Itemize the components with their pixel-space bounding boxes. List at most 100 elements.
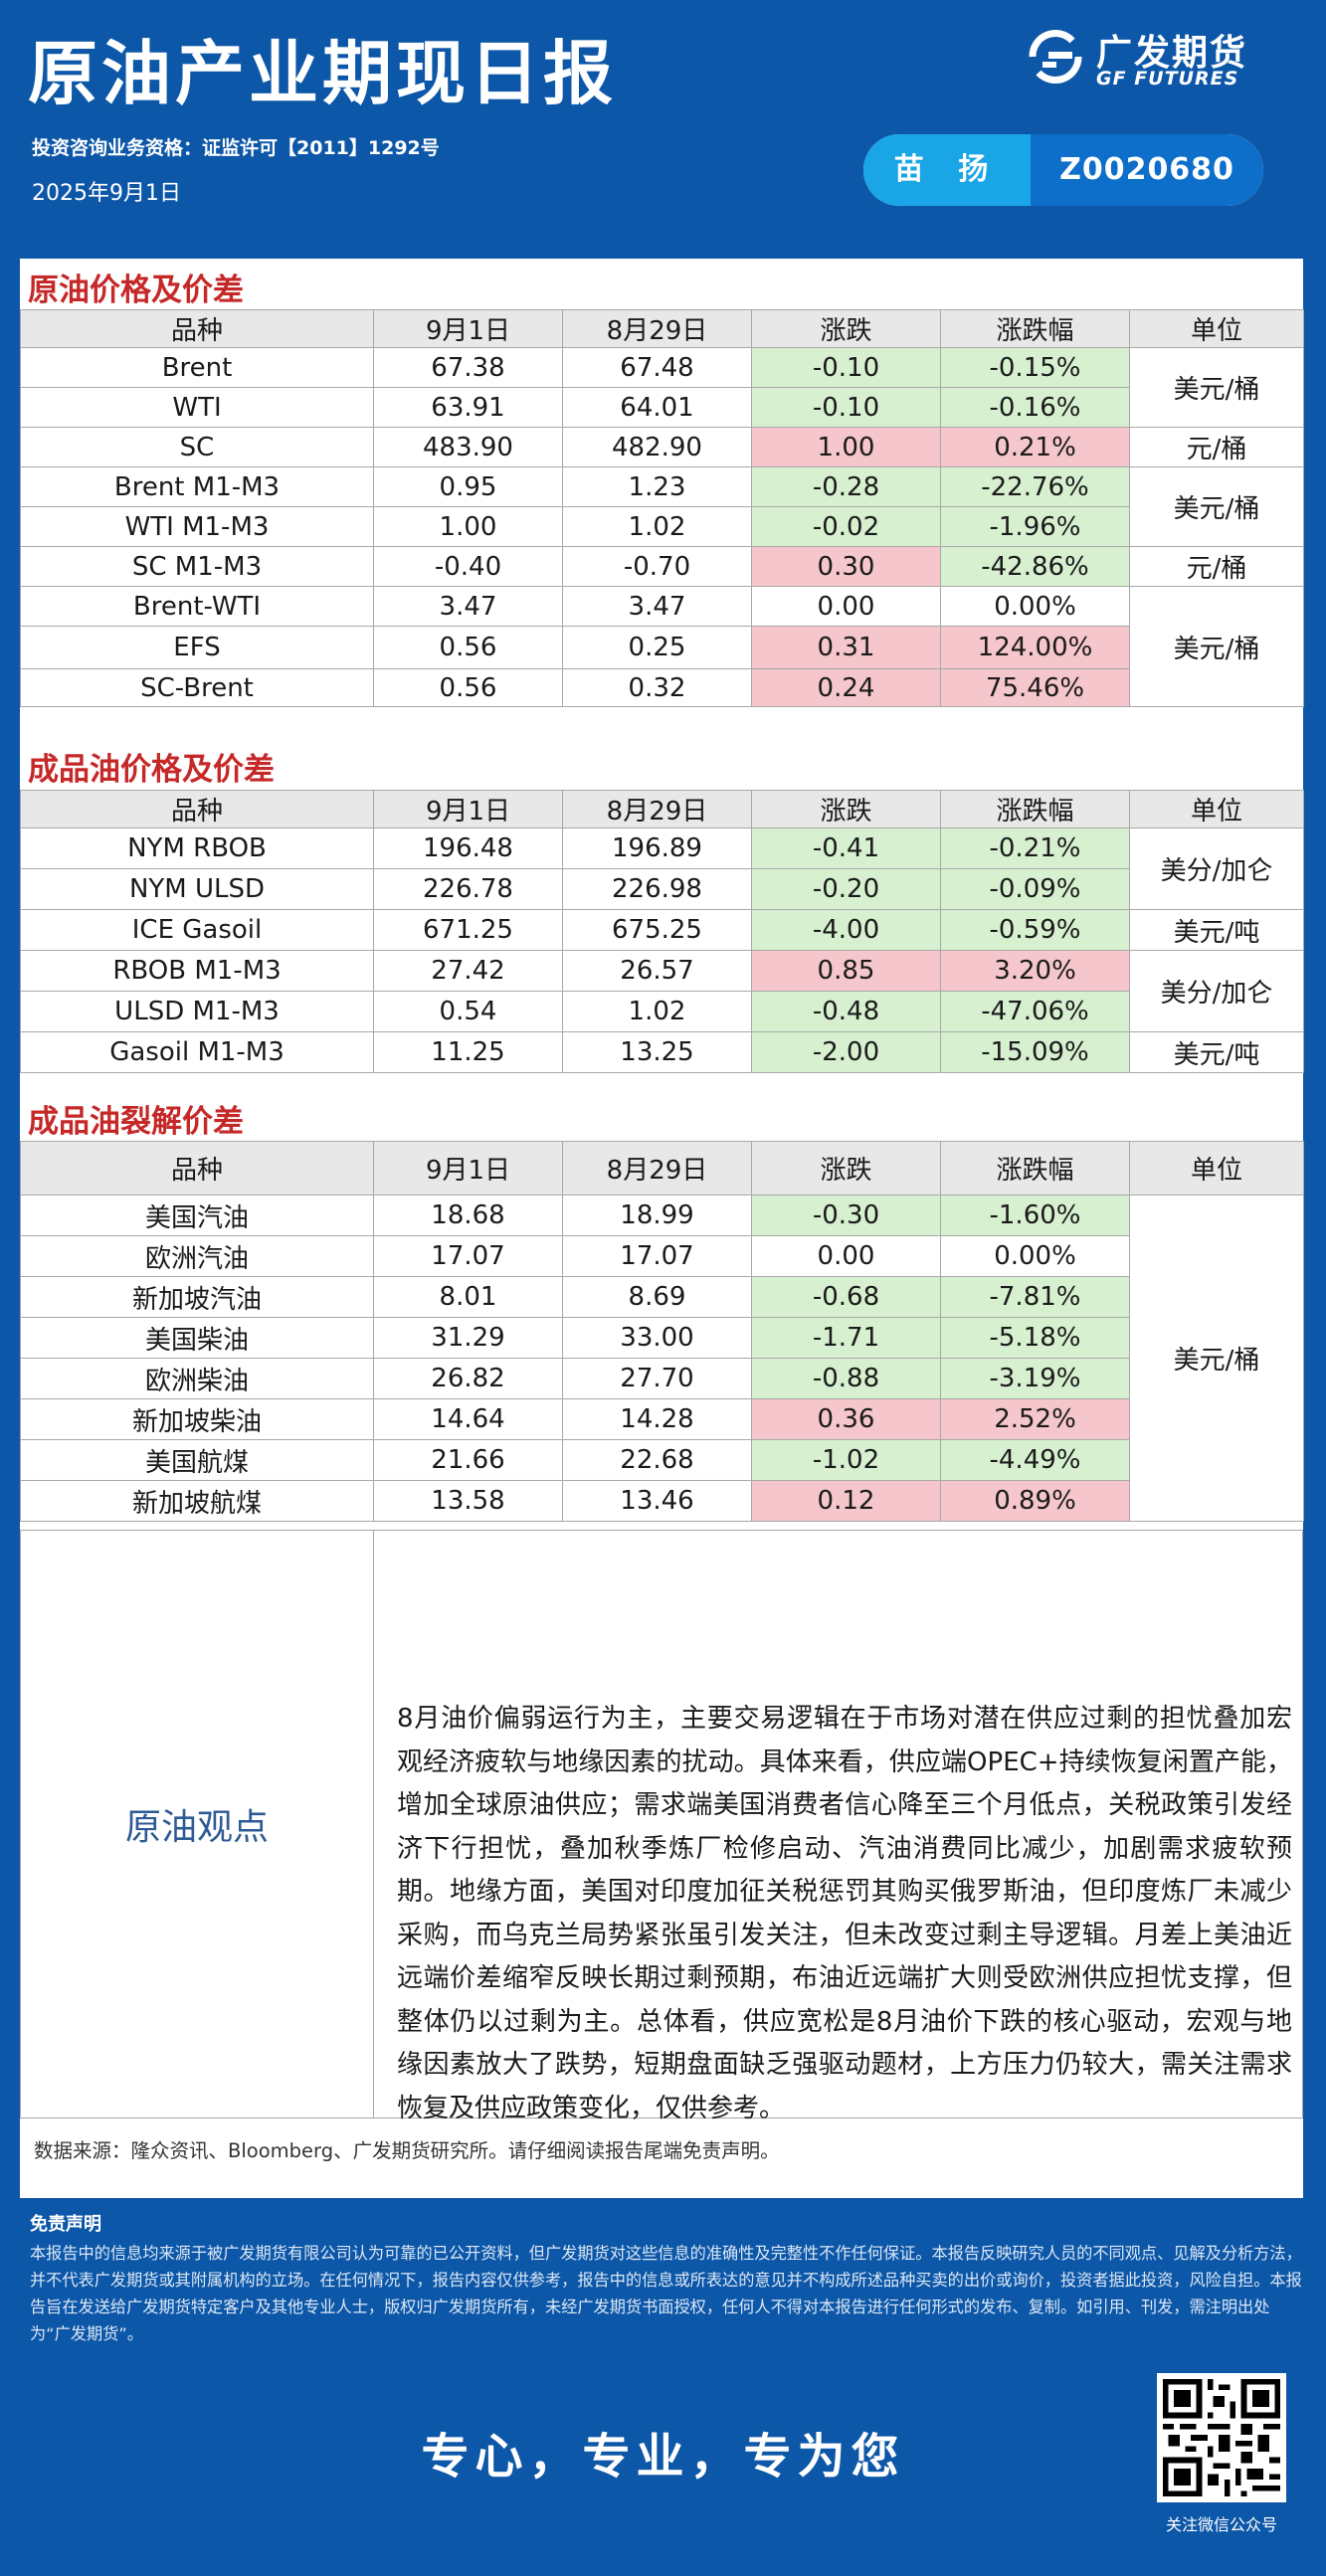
price-current-cell: 27.42 bbox=[373, 950, 563, 992]
analyst-badge: 苗 扬 Z0020680 bbox=[863, 134, 1263, 206]
price-current-cell: 17.07 bbox=[373, 1235, 563, 1277]
change-pct-cell: 0.21% bbox=[940, 427, 1130, 467]
change-pct-cell: -47.06% bbox=[940, 991, 1130, 1032]
price-previous-cell: 675.25 bbox=[562, 909, 752, 951]
table-row: 美国汽油 18.68 18.99 -0.30 -1.60% 美元/桶 bbox=[20, 1195, 1304, 1522]
column-header: 涨跌幅 bbox=[940, 790, 1130, 828]
change-cell: -0.02 bbox=[751, 506, 941, 547]
column-header: 涨跌 bbox=[751, 790, 941, 828]
crude-section-title: 原油价格及价差 bbox=[28, 273, 244, 308]
table-row: NYM RBOB 196.48 196.89 -0.41 -0.21% 美分/加仑 bbox=[20, 828, 1304, 910]
price-current-cell: 14.64 bbox=[373, 1398, 563, 1440]
qr-caption: 关注微信公众号 bbox=[1165, 2515, 1277, 2534]
change-pct-cell: -3.19% bbox=[940, 1358, 1130, 1399]
price-previous-cell: 17.07 bbox=[562, 1235, 752, 1277]
change-cell: 0.12 bbox=[751, 1480, 941, 1522]
table-row: RBOB M1-M3 27.42 26.57 0.85 3.20% 美分/加仑 bbox=[20, 950, 1304, 1032]
unit-cell: 元/桶 bbox=[1129, 427, 1304, 467]
price-current-cell: 11.25 bbox=[373, 1031, 563, 1073]
table-row: 新加坡航煤 13.58 13.46 0.12 0.89% bbox=[20, 1480, 1304, 1522]
unit-cell: 美元/桶 bbox=[1129, 347, 1304, 428]
price-previous-cell: 0.32 bbox=[562, 668, 752, 707]
analyst-name: 苗 扬 bbox=[863, 134, 1031, 206]
change-cell: -0.41 bbox=[751, 828, 941, 869]
column-header: 涨跌 bbox=[751, 309, 941, 348]
change-cell: 0.31 bbox=[751, 626, 941, 669]
wechat-qr-code[interactable] bbox=[1157, 2373, 1286, 2502]
analyst-id: Z0020680 bbox=[1031, 134, 1263, 206]
gf-logo-icon bbox=[1029, 30, 1082, 84]
price-previous-cell: 1.02 bbox=[562, 506, 752, 547]
change-pct-cell: -0.21% bbox=[940, 828, 1130, 869]
table-row: ICE Gasoil 671.25 675.25 -4.00 -0.59% 美元/吨 bbox=[20, 909, 1304, 951]
price-current-cell: 18.68 bbox=[373, 1195, 563, 1236]
price-current-cell: 1.00 bbox=[373, 506, 563, 547]
table-row: 美国柴油 31.29 33.00 -1.71 -5.18% bbox=[20, 1317, 1304, 1359]
change-pct-cell: -15.09% bbox=[940, 1031, 1130, 1073]
change-cell: 0.85 bbox=[751, 950, 941, 992]
unit-cell: 美元/桶 bbox=[1129, 586, 1304, 707]
change-pct-cell: 124.00% bbox=[940, 626, 1130, 669]
price-current-cell: 483.90 bbox=[373, 427, 563, 467]
products-section-title: 成品油价格及价差 bbox=[28, 752, 275, 788]
change-pct-cell: 75.46% bbox=[940, 668, 1130, 707]
change-pct-cell: -22.76% bbox=[940, 466, 1130, 507]
price-current-cell: 0.56 bbox=[373, 668, 563, 707]
crude-view-label: 原油观点 bbox=[21, 1531, 374, 2117]
table-row: WTI 63.91 64.01 -0.10 -0.16% bbox=[20, 387, 1304, 428]
column-header: 9月1日 bbox=[373, 1141, 563, 1196]
table-row: NYM ULSD 226.78 226.98 -0.20 -0.09% bbox=[20, 868, 1304, 910]
change-pct-cell: 0.00% bbox=[940, 586, 1130, 627]
variety-cell: SC-Brent bbox=[20, 668, 374, 707]
crude-view-box: 原油观点 8月油价偏弱运行为主，主要交易逻辑在于市场对潜在供应过剩的担忧叠加宏观… bbox=[20, 1530, 1303, 2123]
change-pct-cell: -1.96% bbox=[940, 506, 1130, 547]
change-cell: -1.02 bbox=[751, 1439, 941, 1481]
unit-cell: 元/桶 bbox=[1129, 546, 1304, 587]
column-header: 9月1日 bbox=[373, 309, 563, 348]
change-pct-cell: -0.15% bbox=[940, 347, 1130, 388]
variety-cell: Gasoil M1-M3 bbox=[20, 1031, 374, 1073]
table-row: Brent-WTI 3.47 3.47 0.00 0.00% 美元/桶 bbox=[20, 586, 1304, 707]
price-previous-cell: 18.99 bbox=[562, 1195, 752, 1236]
price-previous-cell: 1.02 bbox=[562, 991, 752, 1032]
change-pct-cell: -5.18% bbox=[940, 1317, 1130, 1359]
table-row: SC-Brent 0.56 0.32 0.24 75.46% bbox=[20, 668, 1304, 707]
table-row: Gasoil M1-M3 11.25 13.25 -2.00 -15.09% 美元/吨 bbox=[20, 1031, 1304, 1073]
price-previous-cell: 13.46 bbox=[562, 1480, 752, 1522]
report-header: 原油产业期现日报 广发期货 GF FUTURES 投资咨询业务资格：证监许可【2… bbox=[0, 0, 1326, 247]
change-pct-cell: -0.16% bbox=[940, 387, 1130, 428]
gf-futures-logo: 广发期货 GF FUTURES bbox=[1025, 22, 1303, 92]
table-row: 新加坡柴油 14.64 14.28 0.36 2.52% bbox=[20, 1398, 1304, 1440]
price-previous-cell: 226.98 bbox=[562, 868, 752, 910]
column-header: 8月29日 bbox=[562, 309, 752, 348]
column-header: 涨跌 bbox=[751, 1141, 941, 1196]
disclaimer-text: 本报告中的信息均来源于被广发期货有限公司认为可靠的已公开资料，但广发期货对这些信… bbox=[30, 2244, 1302, 2343]
change-cell: 0.24 bbox=[751, 668, 941, 707]
change-cell: -0.10 bbox=[751, 347, 941, 388]
variety-cell: EFS bbox=[20, 626, 374, 669]
column-header: 品种 bbox=[20, 309, 374, 348]
column-header: 8月29日 bbox=[562, 790, 752, 828]
variety-cell: SC M1-M3 bbox=[20, 546, 374, 587]
unit-cell: 美元/桶 bbox=[1129, 1195, 1304, 1522]
column-header: 9月1日 bbox=[373, 790, 563, 828]
change-pct-cell: -0.09% bbox=[940, 868, 1130, 910]
change-pct-cell: -42.86% bbox=[940, 546, 1130, 587]
table-row: EFS 0.56 0.25 0.31 124.00% bbox=[20, 626, 1304, 669]
table-row: 美国航煤 21.66 22.68 -1.02 -4.49% bbox=[20, 1439, 1304, 1481]
price-current-cell: 63.91 bbox=[373, 387, 563, 428]
column-header: 涨跌幅 bbox=[940, 309, 1130, 348]
price-current-cell: 0.56 bbox=[373, 626, 563, 669]
change-cell: -0.48 bbox=[751, 991, 941, 1032]
price-previous-cell: 8.69 bbox=[562, 1276, 752, 1318]
price-current-cell: 31.29 bbox=[373, 1317, 563, 1359]
variety-cell: SC bbox=[20, 427, 374, 467]
change-pct-cell: -0.59% bbox=[940, 909, 1130, 951]
crude-view-text: 8月油价偏弱运行为主，主要交易逻辑在于市场对潜在供应过剩的担忧叠加宏观经济疲软与… bbox=[397, 1704, 1292, 2123]
change-cell: 0.00 bbox=[751, 1235, 941, 1277]
price-current-cell: 21.66 bbox=[373, 1439, 563, 1481]
price-previous-cell: 196.89 bbox=[562, 828, 752, 869]
price-previous-cell: 67.48 bbox=[562, 347, 752, 388]
change-cell: -0.88 bbox=[751, 1358, 941, 1399]
price-previous-cell: 64.01 bbox=[562, 387, 752, 428]
